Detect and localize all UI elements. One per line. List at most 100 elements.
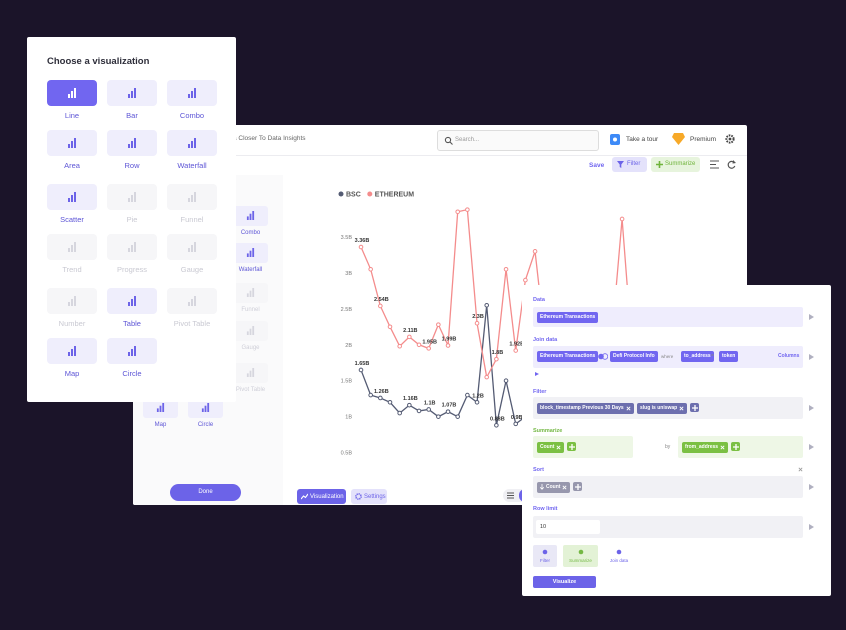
- pill[interactable]: slug is uniswap: [637, 402, 688, 414]
- pill[interactable]: Count: [537, 481, 571, 493]
- settings-label: Settings: [364, 493, 386, 500]
- viz-tile[interactable]: [107, 288, 157, 314]
- viz-label[interactable]: Bar: [126, 111, 138, 120]
- pill[interactable]: Defi Protocol Info: [610, 351, 658, 362]
- save-button[interactable]: Save: [589, 162, 605, 169]
- add-button[interactable]: [573, 482, 582, 491]
- action-button[interactable]: Summarize: [563, 545, 598, 567]
- action-label: Summarize: [569, 558, 592, 563]
- sidebar-label[interactable]: Map: [154, 422, 167, 428]
- tour-link[interactable]: Take a tour: [626, 136, 659, 143]
- sidebar-label: Pivot Table: [235, 387, 266, 393]
- data-point: [484, 302, 490, 308]
- join-columns[interactable]: Columns: [778, 353, 800, 359]
- viz-label[interactable]: Scatter: [60, 215, 84, 224]
- icon-bar: [134, 346, 136, 356]
- pill-label: token: [722, 353, 736, 359]
- pill[interactable]: token: [719, 351, 739, 362]
- data-point: [387, 399, 393, 405]
- data-label: 1.8B: [492, 350, 504, 356]
- cross: [679, 405, 684, 411]
- action-button[interactable]: Join data: [606, 545, 632, 567]
- viz-tile: [47, 288, 97, 314]
- viz-tile[interactable]: [47, 184, 97, 210]
- viz-label[interactable]: Row: [124, 161, 140, 170]
- sidebar-label[interactable]: Combo: [240, 230, 261, 236]
- viz-label[interactable]: Map: [64, 369, 80, 378]
- visualize-button[interactable]: Visualize: [533, 576, 596, 588]
- viz-label[interactable]: Table: [123, 319, 141, 328]
- row-arrow: [809, 405, 814, 411]
- summarize-by: by: [665, 444, 671, 450]
- viz-tile[interactable]: [47, 130, 97, 156]
- viz-label[interactable]: Line: [64, 111, 80, 120]
- data-label: 2.54B: [374, 297, 389, 303]
- viz-picker: Choose a visualization Line Bar Combo Area R…: [27, 37, 236, 402]
- data-point: [407, 334, 412, 340]
- data-point: [619, 216, 625, 222]
- icon-bar: [134, 88, 136, 98]
- icon-bar: [194, 192, 196, 202]
- viz-tile[interactable]: [47, 338, 97, 364]
- viz-label: Trend: [62, 265, 82, 274]
- premium-icon: [672, 133, 685, 145]
- premium-link[interactable]: Premium: [690, 136, 717, 143]
- cross: [720, 444, 725, 450]
- visualization-button[interactable]: Visualization: [297, 489, 346, 504]
- pill[interactable]: Count: [537, 441, 565, 453]
- icon-bar: [74, 296, 76, 306]
- viz-tile[interactable]: [107, 80, 157, 106]
- viz-tile[interactable]: [167, 80, 217, 106]
- viz-tile[interactable]: [107, 338, 157, 364]
- add-button[interactable]: [690, 403, 699, 412]
- viz-icon: [68, 296, 76, 306]
- icon-bar: [156, 408, 159, 412]
- gear-icon: [355, 493, 362, 500]
- row-limit-value: 10: [540, 524, 547, 530]
- viz-tile: [167, 288, 217, 314]
- data-label: 2.3B: [472, 314, 484, 320]
- legend-label: ETHEREUM: [375, 192, 414, 199]
- data-point: [494, 356, 499, 362]
- down-arrow: [540, 484, 544, 490]
- pill[interactable]: block_timestamp Previous 30 Days: [537, 402, 634, 414]
- viz-tile[interactable]: [47, 80, 97, 106]
- pill[interactable]: to_address: [681, 351, 714, 362]
- data-point: [513, 421, 519, 427]
- breadcrumb[interactable]: a Closer To Data Insights: [233, 135, 306, 142]
- add-button[interactable]: [731, 442, 740, 451]
- viz-tile[interactable]: [167, 130, 217, 156]
- icon-bar: [207, 403, 210, 412]
- sidebar-tile[interactable]: [233, 243, 268, 263]
- viz-label[interactable]: Circle: [122, 369, 142, 378]
- filter-button[interactable]: Filter: [612, 157, 647, 172]
- visualization-label: Visualization: [310, 493, 344, 500]
- pill[interactable]: Ethereum Transactions: [537, 311, 599, 323]
- settings-button[interactable]: Settings: [351, 489, 387, 504]
- pill[interactable]: from_address: [682, 441, 729, 453]
- sidebar-tile[interactable]: [143, 398, 178, 418]
- search-box[interactable]: Search...: [437, 130, 599, 151]
- sidebar-label[interactable]: Circle: [197, 422, 214, 428]
- settings-gear[interactable]: [725, 134, 735, 144]
- pill[interactable]: Ethereum Transactions: [537, 351, 599, 362]
- sidebar-tile[interactable]: [188, 398, 223, 418]
- sort-direction: [540, 484, 544, 490]
- summarize-button[interactable]: Summarize: [651, 157, 700, 172]
- sidebar-tile[interactable]: [233, 206, 268, 226]
- viz-icon: [246, 326, 255, 335]
- viz-label[interactable]: Waterfall: [177, 161, 207, 170]
- viz-icon: [246, 368, 255, 377]
- viz-label[interactable]: Combo: [179, 111, 205, 120]
- plus: [691, 404, 698, 411]
- done-button[interactable]: Done: [170, 484, 241, 501]
- refresh-icon[interactable]: [727, 160, 736, 169]
- plus: [732, 443, 739, 450]
- sidebar-label[interactable]: Waterfall: [238, 267, 263, 273]
- viz-tile[interactable]: [107, 130, 157, 156]
- add-button[interactable]: [567, 442, 576, 451]
- row-limit-input[interactable]: 10: [536, 520, 600, 534]
- list-icon[interactable]: [710, 160, 719, 169]
- viz-label[interactable]: Area: [64, 161, 80, 170]
- action-button[interactable]: Filter: [533, 545, 557, 567]
